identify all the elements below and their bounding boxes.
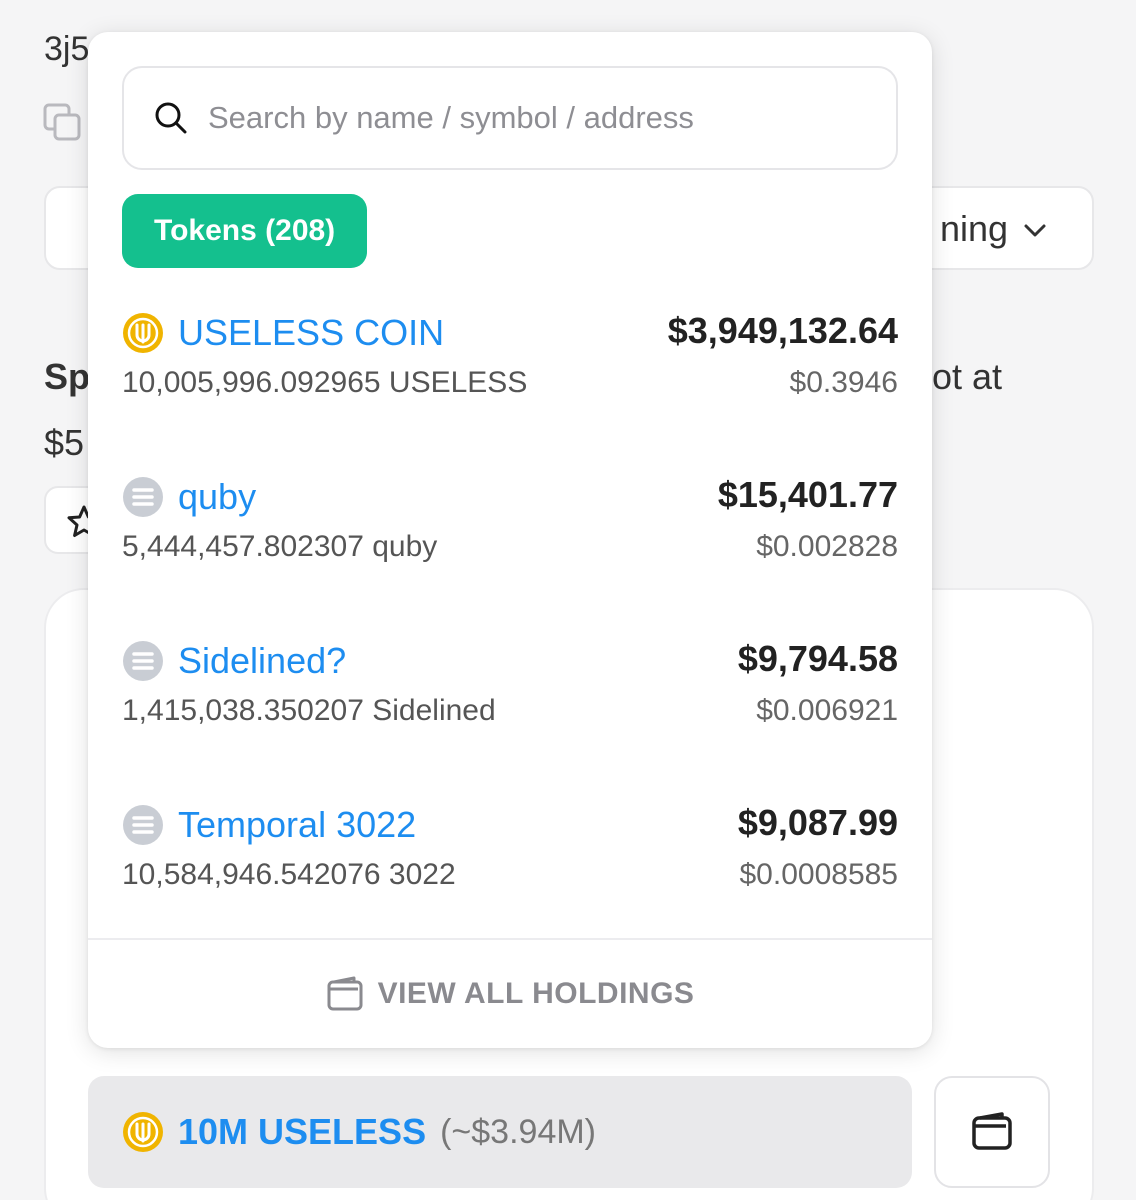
section-heading: Sp [44, 356, 91, 397]
token-name[interactable]: quby [178, 476, 257, 517]
token-amount: 1,415,038.350207 Sidelined [122, 694, 496, 727]
amount-value: 10M USELESS [178, 1111, 427, 1152]
token-name[interactable]: USELESS COIN [178, 312, 445, 353]
chevron-down-icon [1024, 224, 1046, 237]
token-valuation: $15,401.77 $0.002828 [718, 474, 898, 564]
solana-icon [123, 805, 163, 845]
token-amount: 10,005,996.092965 USELESS [122, 366, 528, 399]
token-row[interactable]: Temporal 3022 10,584,946.542076 3022 $9,… [122, 794, 898, 958]
token-price: $0.006921 [756, 694, 898, 727]
useless-coin-icon [123, 313, 163, 353]
token-amount: 5,444,457.802307 quby [122, 530, 438, 563]
token-info: USELESS COIN 10,005,996.092965 USELESS [122, 312, 527, 400]
tab-tokens[interactable]: Tokens (208) [122, 194, 368, 268]
token-row[interactable]: USELESS COIN 10,005,996.092965 USELESS $… [122, 302, 898, 466]
token-row[interactable]: quby 5,444,457.802307 quby $15,401.77 $0… [122, 466, 898, 630]
token-name[interactable]: Sidelined? [178, 640, 347, 681]
token-name[interactable]: Temporal 3022 [178, 804, 417, 845]
section-heading-tail: ot at [932, 356, 1003, 397]
search-input[interactable] [208, 100, 888, 136]
token-value: $3,949,132.64 [667, 310, 898, 351]
amount-usd: (~$3.94M) [440, 1112, 596, 1151]
token-valuation: $9,087.99 $0.0008585 [738, 802, 898, 892]
search-box[interactable] [122, 66, 898, 170]
token-valuation: $3,949,132.64 $0.3946 [668, 310, 898, 400]
token-valuation: $9,794.58 $0.006921 [738, 638, 898, 728]
token-name-line: Temporal 3022 [122, 804, 456, 846]
wallet-icon [327, 976, 363, 1011]
sort-select-label: ning [939, 208, 1008, 249]
token-price: $0.002828 [756, 530, 898, 563]
token-value: $9,794.58 [737, 638, 898, 679]
token-price: $0.0008585 [739, 858, 899, 891]
solana-icon [123, 641, 163, 681]
amount-display[interactable]: 10M USELESS (~$3.94M) [88, 1076, 912, 1188]
view-all-holdings-label: VIEW ALL HOLDINGS [377, 977, 695, 1010]
token-name-line: Sidelined? [122, 640, 496, 682]
token-info: Sidelined? 1,415,038.350207 Sidelined [122, 640, 496, 728]
token-select-dropdown: Tokens (208) USELESS COIN 10,005,996.092… [88, 32, 932, 1048]
token-amount: 10,584,946.542076 3022 [122, 858, 456, 891]
token-price: $0.3946 [789, 366, 898, 399]
solana-icon [123, 477, 163, 517]
token-row[interactable]: Sidelined? 1,415,038.350207 Sidelined $9… [122, 630, 898, 794]
token-value: $9,087.99 [737, 802, 898, 843]
token-name-line: quby [122, 476, 437, 518]
useless-coin-icon [123, 1112, 163, 1152]
view-all-holdings-button[interactable]: VIEW ALL HOLDINGS [88, 942, 932, 1046]
divider [88, 938, 932, 940]
token-info: Temporal 3022 10,584,946.542076 3022 [122, 804, 456, 892]
price-text: $5 [44, 422, 85, 463]
token-list: USELESS COIN 10,005,996.092965 USELESS $… [122, 302, 898, 958]
wallet-button[interactable] [934, 1076, 1050, 1188]
token-name-line: USELESS COIN [122, 312, 527, 354]
wallet-address: 3j5 [44, 30, 90, 68]
search-icon [155, 102, 187, 134]
copy-icon[interactable] [42, 102, 82, 142]
token-value: $15,401.77 [717, 474, 898, 515]
wallet-icon [972, 1112, 1012, 1150]
token-info: quby 5,444,457.802307 quby [122, 476, 437, 564]
